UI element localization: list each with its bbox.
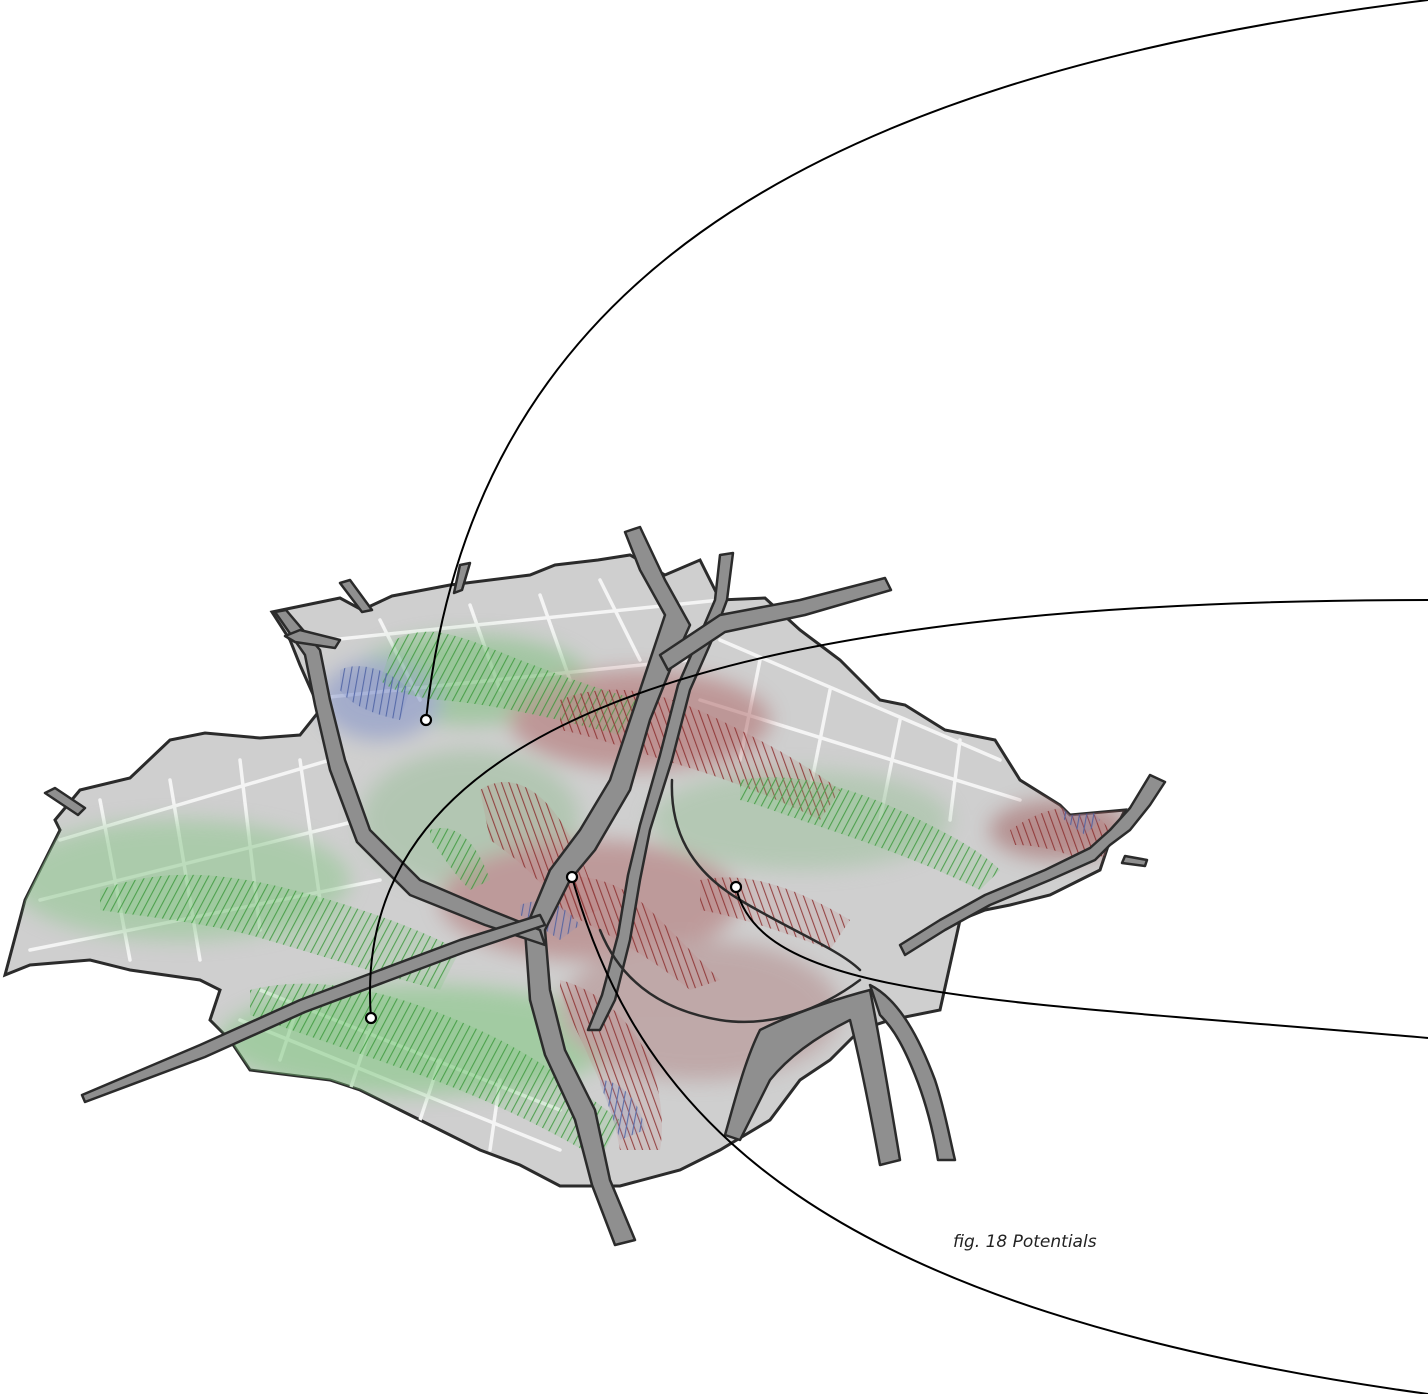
callout-line-south-west: [369, 599, 1428, 1019]
figure-caption: fig. 18 Potentials: [953, 1232, 1097, 1252]
callout-marker-north-west: [419, 713, 433, 727]
callout-markers: [364, 713, 743, 1025]
callout-line-east: [735, 886, 1428, 1039]
callout-marker-south-west: [364, 1011, 378, 1025]
callout-lines: [369, 0, 1428, 1394]
callout-line-centre: [571, 876, 1428, 1394]
callout-marker-east: [729, 880, 743, 894]
road-network: [43, 525, 1167, 1247]
potential-fields: [10, 631, 1125, 1160]
callout-line-north-west: [425, 0, 1428, 721]
callout-marker-centre: [565, 870, 579, 884]
